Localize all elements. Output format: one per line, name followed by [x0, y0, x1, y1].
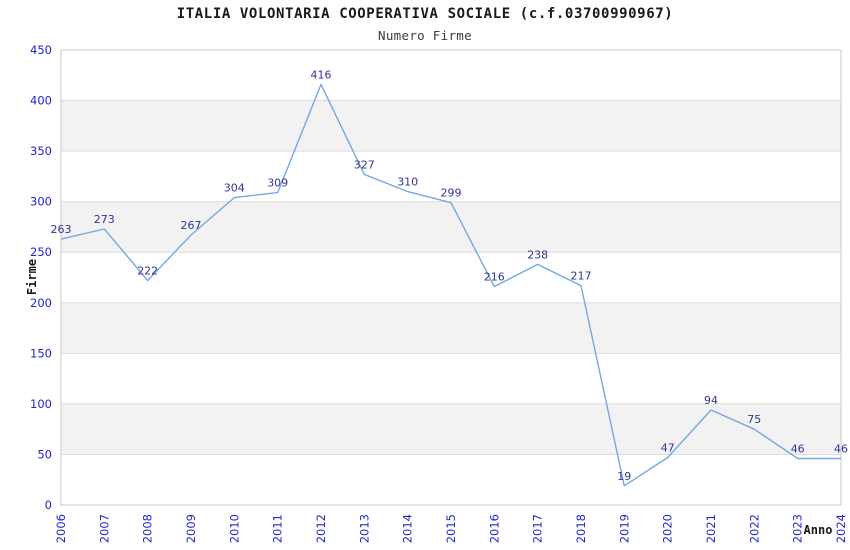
y-axis-title: Firme [25, 259, 39, 295]
data-label: 416 [311, 68, 332, 81]
y-tick-label: 0 [45, 498, 52, 512]
y-tick-label: 50 [37, 447, 52, 461]
data-label: 46 [834, 443, 848, 456]
data-label: 222 [137, 265, 158, 278]
x-tick-label: 2020 [661, 514, 675, 543]
y-tick-label: 200 [30, 296, 52, 310]
x-tick-label: 2006 [54, 514, 68, 543]
data-label: 47 [661, 442, 675, 455]
plot-band [61, 403, 841, 455]
data-label: 310 [397, 176, 418, 189]
y-tick-label: 400 [30, 94, 52, 108]
data-label: 263 [51, 223, 72, 236]
x-tick-label: 2023 [791, 514, 805, 543]
data-label: 46 [791, 443, 805, 456]
x-tick-label: 2011 [271, 514, 285, 543]
x-tick-label: 2021 [704, 514, 718, 543]
x-tick-label: 2008 [141, 514, 155, 543]
plot-band [61, 302, 841, 354]
y-tick-label: 350 [30, 144, 52, 158]
x-tick-label: 2009 [184, 514, 198, 543]
x-axis-title: Anno [804, 523, 833, 537]
plot-band [61, 100, 841, 152]
plot-frame [60, 49, 842, 506]
y-tick-label: 300 [30, 195, 52, 209]
chart-title: ITALIA VOLONTARIA COOPERATIVA SOCIALE (c… [176, 6, 674, 22]
x-tick-label: 2014 [401, 514, 415, 543]
y-tick-label: 450 [30, 43, 52, 57]
data-label: 19 [617, 470, 631, 483]
data-label: 309 [267, 177, 288, 190]
x-tick-label: 2007 [97, 514, 111, 543]
x-tick-label: 2010 [227, 514, 241, 543]
x-tick-label: 2022 [747, 514, 761, 543]
x-tick-label: 2017 [531, 514, 545, 543]
data-label: 75 [747, 413, 761, 426]
data-label: 327 [354, 158, 375, 171]
x-tick-label: 2013 [357, 514, 371, 543]
y-tick-label: 100 [30, 397, 52, 411]
y-axis-tick-labels: 0 50 100 150 200 250 300 350 400 450 [30, 43, 52, 512]
data-label: 304 [224, 182, 245, 195]
x-tick-label: 2012 [314, 514, 328, 543]
data-label: 238 [527, 248, 548, 261]
x-tick-label: 2018 [574, 514, 588, 543]
x-tick-label: 2019 [617, 514, 631, 543]
plot-band [61, 201, 841, 253]
x-tick-label: 2016 [487, 514, 501, 543]
y-tick-label: 150 [30, 346, 52, 360]
x-tick-label: 2024 [834, 514, 848, 543]
data-label: 217 [571, 270, 592, 283]
data-label: 273 [94, 213, 115, 226]
y-tick-label: 250 [30, 245, 52, 259]
data-label: 299 [441, 187, 462, 200]
data-label: 94 [704, 394, 718, 407]
plot-bands [61, 100, 841, 455]
x-tick-label: 2015 [444, 514, 458, 543]
chart-subtitle: Numero Firme [378, 28, 472, 43]
data-line [60, 83, 841, 487]
data-label: 216 [484, 271, 505, 284]
x-axis-tick-labels: 2006 2007 2008 2009 2010 2011 2012 2013 2014 2015… [54, 514, 848, 543]
data-label: 267 [181, 219, 202, 232]
data-point-labels: 263 273 222 267 304 309 416 327 310 299 216 238 217 1… [51, 68, 849, 482]
